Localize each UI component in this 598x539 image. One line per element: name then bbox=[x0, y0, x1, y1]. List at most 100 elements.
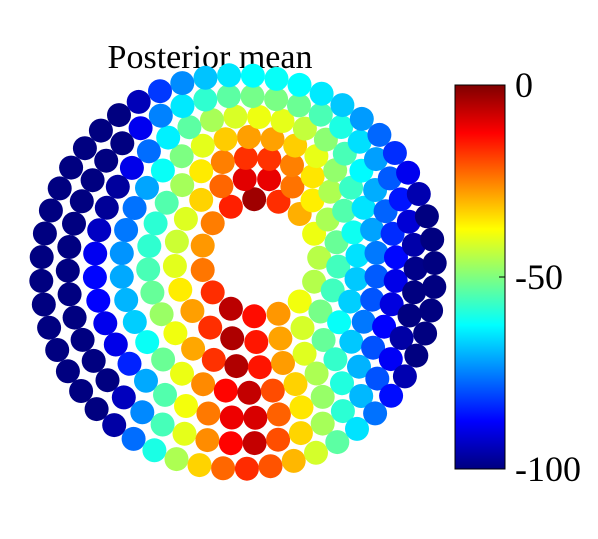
scatter-point bbox=[240, 84, 265, 109]
scatter-point bbox=[57, 235, 82, 259]
scatter-point bbox=[190, 258, 215, 282]
scatter-point bbox=[347, 354, 371, 379]
scatter-point bbox=[168, 277, 193, 302]
scatter-point bbox=[156, 125, 181, 150]
scatter-point bbox=[83, 241, 108, 266]
scatter-point bbox=[237, 125, 261, 149]
colorbar: 0 -50 -100 bbox=[454, 65, 581, 489]
scatter-point bbox=[201, 347, 226, 372]
scatter-point bbox=[308, 102, 333, 127]
scatter-point bbox=[268, 326, 293, 351]
scatter-point bbox=[292, 116, 317, 141]
scatter-point bbox=[191, 372, 216, 397]
scatter-point bbox=[172, 421, 197, 446]
scatter-point bbox=[419, 298, 444, 323]
scatter-point bbox=[220, 326, 245, 351]
scatter-point bbox=[69, 189, 94, 214]
scatter-point bbox=[150, 412, 175, 437]
scatter-point bbox=[349, 106, 374, 131]
scatter-point bbox=[330, 93, 355, 118]
scatter-point bbox=[190, 133, 215, 158]
scatter-point bbox=[121, 426, 146, 451]
scatter-point bbox=[403, 256, 428, 281]
scatter-point bbox=[281, 448, 306, 473]
scatter-point bbox=[351, 195, 376, 220]
scatter-point bbox=[69, 379, 94, 403]
scatter-point bbox=[420, 227, 445, 252]
scatter-point bbox=[365, 366, 390, 391]
scatter-point bbox=[304, 440, 328, 465]
scatter-point bbox=[302, 269, 327, 294]
scatter-point bbox=[422, 251, 447, 276]
scatter-point bbox=[94, 148, 119, 173]
scatter-point bbox=[37, 315, 62, 340]
scatter-point bbox=[383, 268, 408, 293]
scatter-point bbox=[170, 94, 195, 119]
scatter-point bbox=[330, 399, 355, 424]
scatter-point bbox=[414, 204, 439, 229]
scatter-point bbox=[110, 131, 135, 156]
scatter-point bbox=[234, 456, 259, 481]
scatter-point bbox=[311, 328, 336, 352]
scatter-point bbox=[351, 309, 376, 334]
scatter-point bbox=[173, 206, 198, 231]
scatter-point bbox=[122, 310, 147, 334]
scatter-point bbox=[266, 402, 291, 427]
scatter-point bbox=[93, 311, 118, 336]
scatter-point bbox=[87, 218, 112, 243]
scatter-point bbox=[163, 321, 188, 346]
scatter-point bbox=[80, 168, 105, 193]
scatter-point bbox=[200, 211, 225, 236]
scatter-point bbox=[31, 292, 56, 317]
scatter-point bbox=[309, 81, 334, 106]
scatter-point bbox=[347, 129, 372, 154]
scatter-point bbox=[287, 289, 312, 314]
scatter-point bbox=[242, 187, 267, 212]
scatter-point bbox=[105, 174, 130, 199]
scatter-point bbox=[114, 288, 139, 312]
scatter-point bbox=[320, 278, 345, 303]
scatter-point bbox=[392, 364, 417, 389]
scatter-point bbox=[88, 118, 113, 143]
scatter-point bbox=[70, 327, 95, 352]
scatter-point bbox=[363, 401, 388, 426]
scatter-point bbox=[148, 103, 173, 128]
colorbar-tick-label: -100 bbox=[515, 449, 581, 489]
scatter-point bbox=[300, 164, 325, 189]
scatter-point bbox=[32, 221, 57, 246]
scatter-point bbox=[345, 416, 369, 441]
scatter-point bbox=[135, 175, 159, 200]
scatter-point bbox=[149, 302, 174, 327]
scatter-point bbox=[196, 401, 221, 426]
scatter-point bbox=[382, 141, 407, 165]
scatter-point bbox=[150, 158, 175, 183]
scatter-point bbox=[190, 233, 215, 258]
scatter-point bbox=[288, 421, 313, 446]
colorbar-tick-label: -50 bbox=[515, 257, 563, 297]
scatter-point bbox=[198, 315, 223, 340]
scatter-point bbox=[401, 232, 426, 257]
scatter-point bbox=[377, 166, 402, 191]
scatter-point bbox=[135, 330, 160, 355]
scatter-point bbox=[330, 371, 354, 396]
scatter-point bbox=[233, 145, 258, 170]
scatter-points bbox=[29, 63, 447, 481]
scatter-point bbox=[218, 194, 243, 219]
colorbar-gradient bbox=[454, 84, 506, 470]
scatter-point bbox=[243, 405, 268, 430]
scatter-point bbox=[404, 343, 429, 368]
scatter-point bbox=[242, 304, 267, 329]
scatter-point bbox=[344, 267, 369, 291]
scatter-point bbox=[47, 176, 72, 201]
scatter-point bbox=[169, 144, 194, 169]
scatter-point bbox=[332, 198, 357, 223]
scatter-point bbox=[287, 93, 311, 118]
colorbar-tick-label: 0 bbox=[515, 65, 533, 105]
scatter-point bbox=[189, 159, 214, 184]
scatter-point bbox=[38, 198, 63, 223]
scatter-point bbox=[29, 268, 54, 293]
scatter-point bbox=[379, 383, 404, 408]
scatter-point bbox=[193, 65, 218, 90]
scatter-point bbox=[216, 84, 241, 109]
scatter-point bbox=[338, 289, 363, 314]
